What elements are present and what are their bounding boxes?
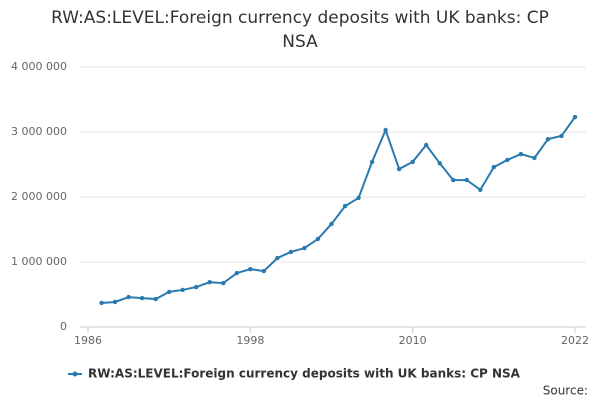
point bbox=[261, 268, 267, 274]
y-tick-label: 4 000 000 bbox=[11, 60, 67, 73]
point bbox=[302, 245, 307, 251]
point bbox=[410, 159, 415, 165]
point bbox=[99, 300, 104, 306]
point bbox=[437, 161, 442, 166]
point bbox=[369, 159, 375, 165]
point bbox=[518, 151, 524, 157]
point bbox=[126, 294, 131, 300]
point bbox=[288, 249, 294, 255]
x-tick-label: 2022 bbox=[561, 334, 589, 347]
point bbox=[329, 221, 334, 227]
point bbox=[559, 133, 564, 139]
point bbox=[478, 187, 483, 193]
legend-label: RW:AS:LEVEL:Foreign currency deposits wi… bbox=[88, 367, 521, 381]
y-tick-label: 2 000 000 bbox=[11, 190, 67, 203]
point bbox=[505, 157, 510, 163]
point bbox=[234, 270, 240, 276]
point bbox=[207, 279, 212, 285]
point bbox=[221, 280, 226, 286]
point bbox=[166, 289, 172, 295]
point bbox=[396, 166, 402, 172]
point bbox=[342, 203, 348, 209]
point bbox=[275, 255, 280, 261]
x-tick-label: 1986 bbox=[74, 334, 102, 347]
point bbox=[139, 295, 145, 301]
point bbox=[248, 266, 253, 272]
point bbox=[315, 236, 321, 242]
point bbox=[491, 164, 497, 170]
x-tick-label: 2010 bbox=[399, 334, 427, 347]
point bbox=[383, 127, 388, 133]
point bbox=[451, 177, 456, 183]
point bbox=[112, 299, 118, 305]
point bbox=[545, 136, 551, 142]
point bbox=[572, 114, 578, 120]
point bbox=[194, 284, 199, 290]
x-tick-label: 1998 bbox=[236, 334, 264, 347]
point bbox=[153, 296, 158, 302]
chart-title: RW:AS:LEVEL:Foreign currency deposits wi… bbox=[51, 8, 549, 52]
point bbox=[464, 177, 469, 183]
source: Source: bbox=[543, 384, 588, 398]
y-tick-label: 3 000 000 bbox=[11, 125, 67, 138]
y-tick-label: 1 000 000 bbox=[11, 255, 67, 268]
line bbox=[101, 116, 576, 304]
point bbox=[180, 287, 185, 293]
point bbox=[532, 155, 537, 161]
legend-marker bbox=[72, 371, 78, 377]
y-tick-label: 0 bbox=[60, 320, 67, 333]
point bbox=[423, 142, 429, 148]
point bbox=[356, 195, 361, 201]
